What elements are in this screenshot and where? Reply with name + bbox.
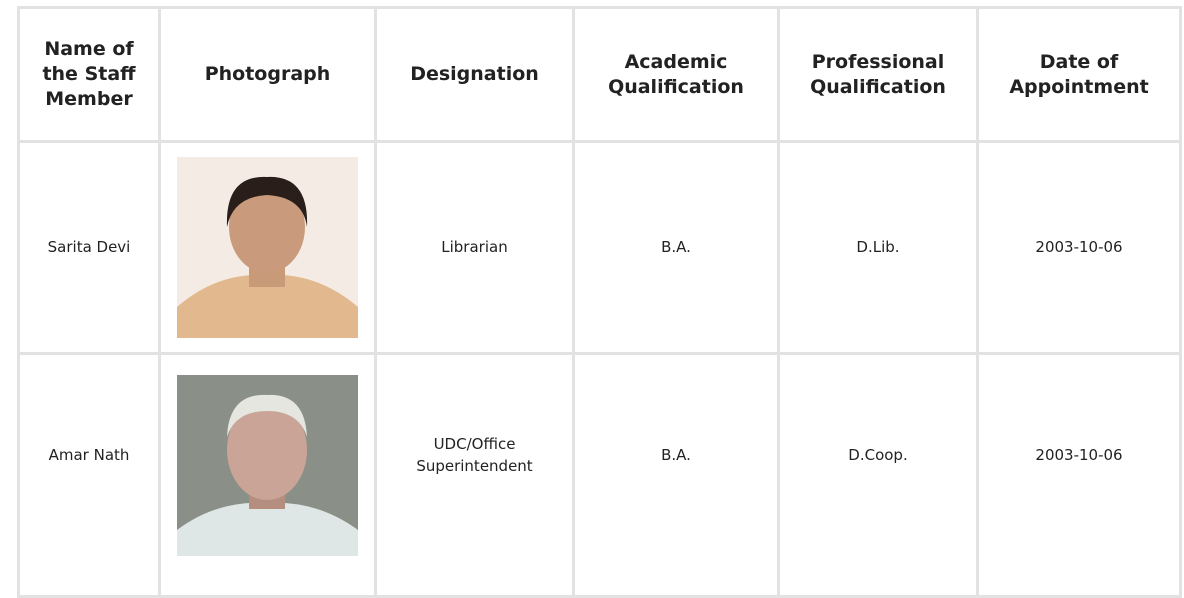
cell: B.A. — [572, 140, 780, 355]
cell-text: Amar Nath — [48, 445, 130, 464]
header-cell: Professional Qualification — [777, 6, 979, 143]
header-cell: Academic Qualification — [572, 6, 780, 143]
cell: Amar Nath — [17, 352, 161, 598]
cell: Sarita Devi — [17, 140, 161, 355]
photo-cell — [158, 140, 377, 355]
header-cell: Designation — [374, 6, 575, 143]
header-row: Name of the Staff Member Photograph Desi… — [17, 6, 1182, 143]
header-cell: Name of the Staff Member — [17, 6, 161, 143]
header-cell: Photograph — [158, 6, 377, 143]
table-row: Amar Nath UDC/Office Superintendent B.A.… — [17, 352, 1182, 598]
photo — [177, 157, 358, 338]
cell-text: B.A. — [661, 445, 691, 464]
cell: B.A. — [572, 352, 780, 598]
cell: D.Lib. — [777, 140, 979, 355]
cell: Librarian — [374, 140, 575, 355]
cell: 2003-10-06 — [976, 352, 1182, 598]
header-cell: Date of Appointment — [976, 6, 1182, 143]
cell-text: UDC/Office Superintendent — [416, 434, 533, 476]
cell-text: 2003-10-06 — [1035, 445, 1123, 464]
cell: D.Coop. — [777, 352, 979, 598]
cell: UDC/Office Superintendent — [374, 352, 575, 598]
photo-cell — [158, 352, 377, 598]
staff-table: Name of the Staff Member Photograph Desi… — [17, 6, 1182, 598]
table-row: Sarita Devi Librarian B.A. D.Lib. 2003-1… — [17, 140, 1182, 355]
photo — [177, 374, 358, 556]
page: Name of the Staff Member Photograph Desi… — [17, 6, 1182, 598]
cell-text: D.Coop. — [848, 445, 908, 464]
cell: 2003-10-06 — [976, 140, 1182, 355]
